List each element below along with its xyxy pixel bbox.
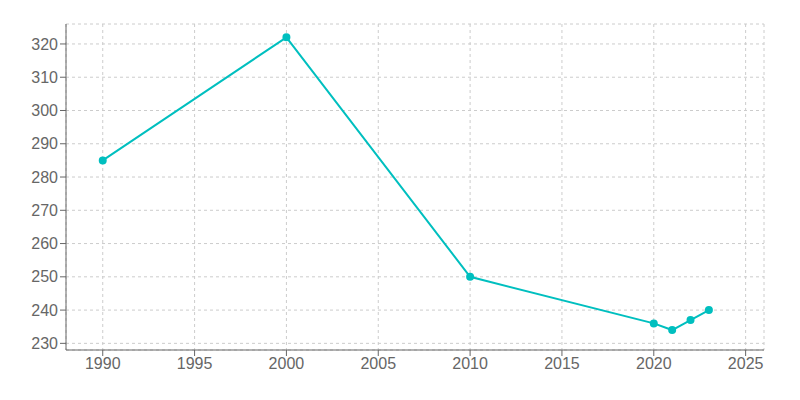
svg-text:270: 270 [31, 202, 58, 219]
svg-text:230: 230 [31, 335, 58, 352]
svg-text:2015: 2015 [544, 355, 580, 372]
svg-text:320: 320 [31, 36, 58, 53]
svg-text:2010: 2010 [452, 355, 488, 372]
svg-text:240: 240 [31, 302, 58, 319]
svg-text:300: 300 [31, 102, 58, 119]
svg-text:2025: 2025 [728, 355, 764, 372]
svg-text:2000: 2000 [269, 355, 305, 372]
svg-text:310: 310 [31, 69, 58, 86]
svg-text:2020: 2020 [636, 355, 672, 372]
svg-text:2005: 2005 [360, 355, 396, 372]
svg-text:1995: 1995 [177, 355, 213, 372]
svg-text:290: 290 [31, 135, 58, 152]
svg-text:250: 250 [31, 268, 58, 285]
svg-text:280: 280 [31, 169, 58, 186]
svg-text:260: 260 [31, 235, 58, 252]
svg-text:1990: 1990 [85, 355, 121, 372]
